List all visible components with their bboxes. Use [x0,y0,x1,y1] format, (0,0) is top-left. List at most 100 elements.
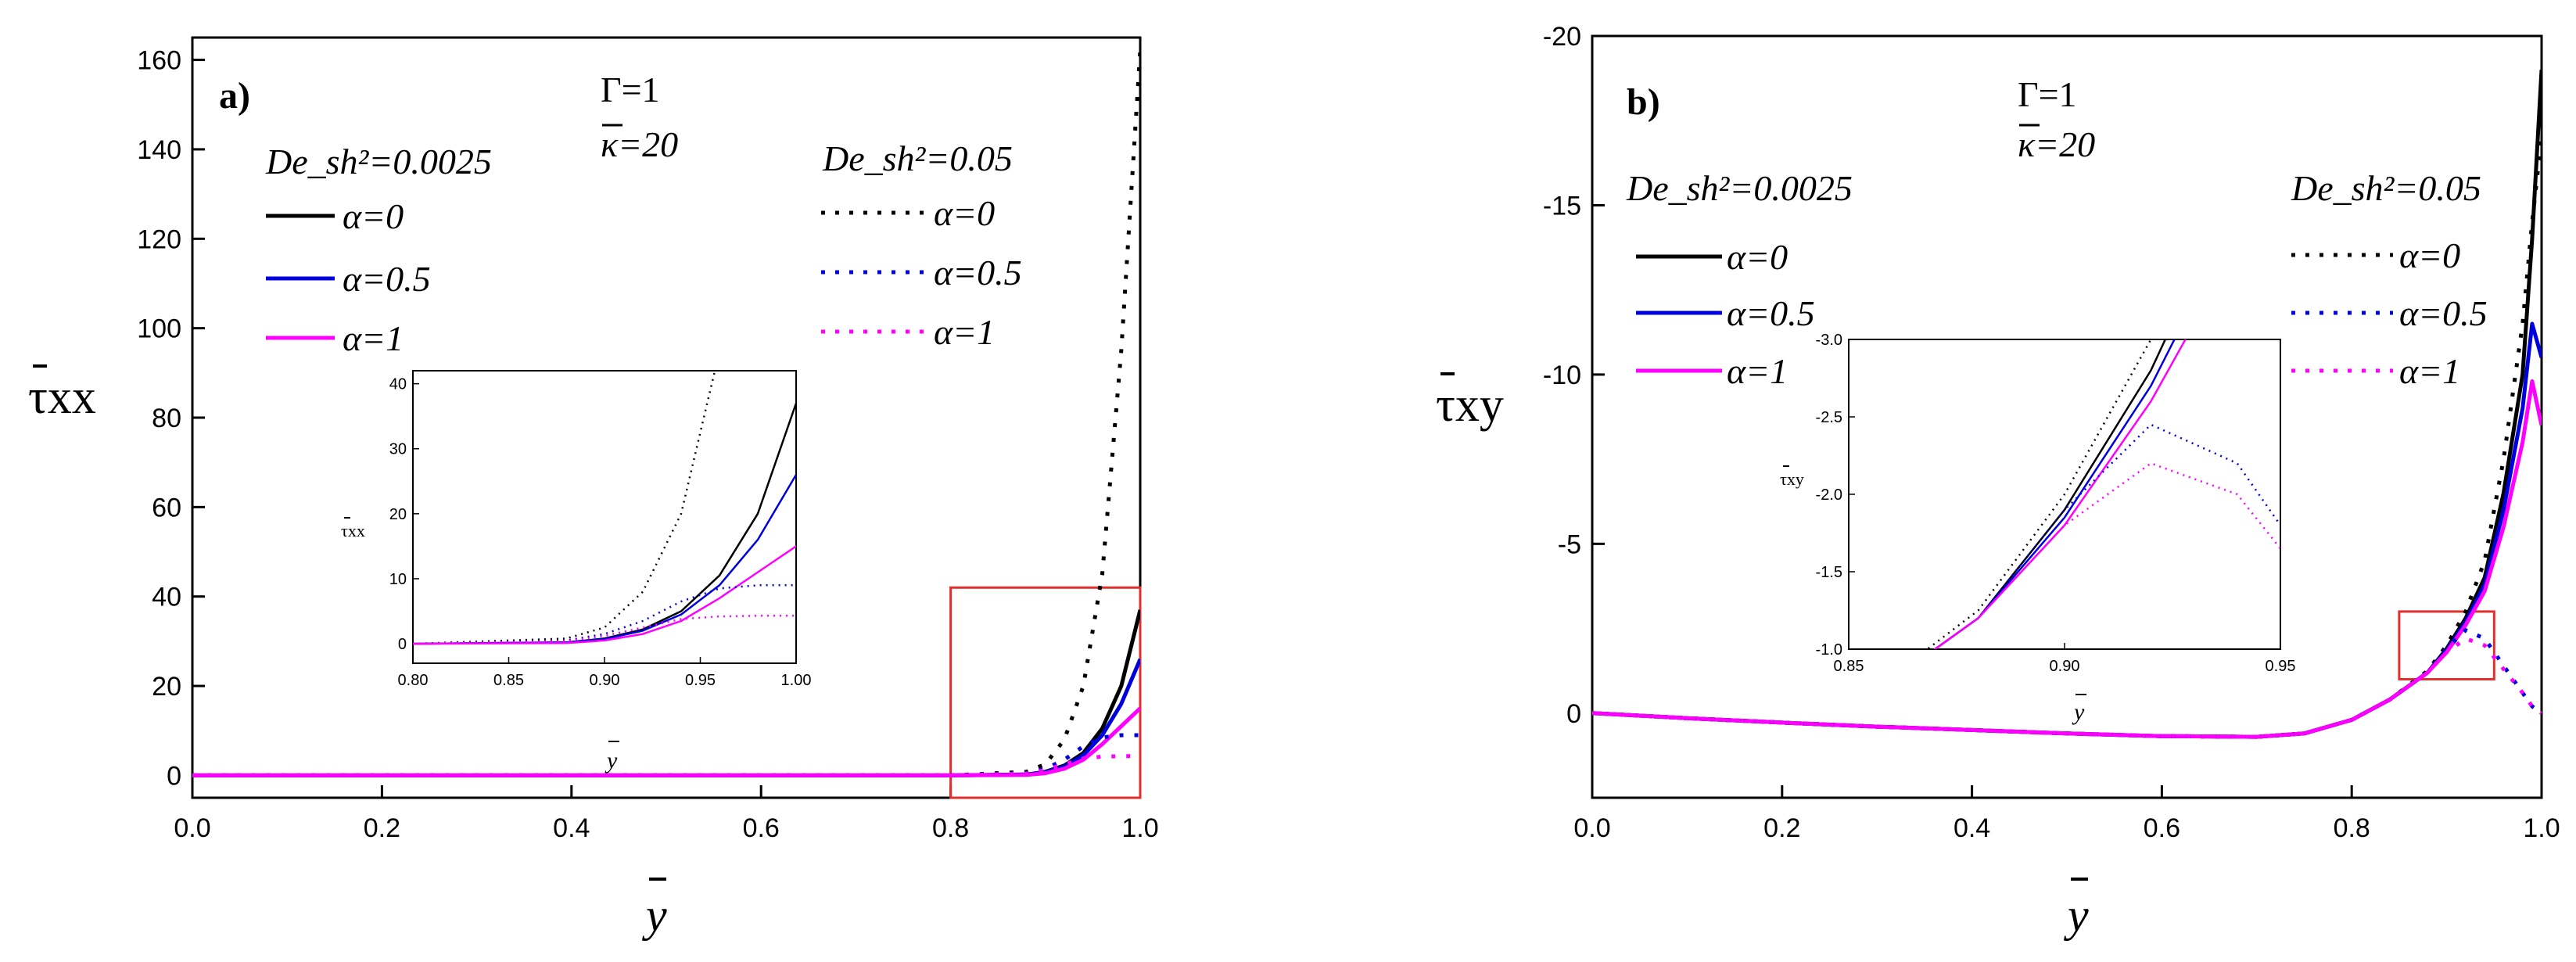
panel-a-inset-y-ticks: 0 10 20 30 40 [389,376,419,653]
legend-b-label-solid-0: α=0 [1727,237,1788,277]
panel-a-inset-x-label: y [605,748,618,774]
panel-b-x-tick-label: 0.2 [1763,813,1800,843]
panel-b-y-ticks: 0 -5 -10 -15 -20 [1543,22,1605,729]
legend-b-label-solid-2: α=1 [1727,351,1788,391]
series-line-2 [192,706,1140,777]
panel-a-legend-title-solid: De_sh²=0.0025 [265,142,492,181]
series-line-5 [192,754,1140,777]
panel-a-inset-y-tick-label: 10 [389,571,407,588]
panel-b-x-tick-label: 0.6 [2144,813,2180,843]
panel-b-gamma-annotation: Γ=1 [2018,74,2077,114]
legend-label-dotted-0: α=0 [934,193,995,233]
panel-a-inset-y-label: τxx [341,521,365,540]
panel-a-inset-x-tick-label: 0.90 [590,672,620,689]
panel-a-zoom-box [949,586,1142,799]
panel-a-x-tick-label: 1.0 [1121,813,1158,843]
panel-b-label: b) [1627,81,1660,123]
panel-a-inset-x-tick-label: 1.00 [781,672,812,689]
panel-a-inset-series [413,371,796,645]
panel-a-inset: 0.80 0.85 0.90 0.95 1.00 0 10 20 30 40 τxx y [341,370,812,774]
panel-b-inset-x-tick-label: 0.95 [2266,658,2296,675]
legend-label-solid-2: α=1 [343,318,404,358]
legend-label-dotted-1: α=0.5 [934,253,1022,293]
panel-a-inset-y-tick-label: 30 [389,441,407,458]
panel-b-series [1592,70,2542,739]
panel-a-y-tick-label: 120 [137,224,181,254]
panel-a-y-tick-label: 140 [137,135,181,165]
panel-b-x-tick-label: 0.0 [1573,813,1610,843]
panel-b: 0.0 0.2 0.4 0.6 0.8 1.0 0 -5 -10 -15 -20 b) Γ=1 κ… [1436,22,2560,941]
legend-b-label-dotted-1: α=0.5 [2399,293,2488,333]
panel-b-inset-x-tick-label: 0.85 [1834,658,1864,675]
panel-a-x-tick-label: 0.6 [743,813,780,843]
panel-b-inset-y-tick-label: -1.0 [1816,641,1842,659]
panel-b-y-tick-label: -10 [1543,361,1581,390]
series-line-3 [192,51,1140,777]
panel-b-zoom-box [2398,610,2495,680]
panel-b-kappa-annotation: κ=20 [2018,124,2095,164]
panel-b-legend-title-solid: De_sh²=0.0025 [1626,168,1853,208]
panel-a-inset-y-tick-label: 0 [398,636,407,653]
panel-b-x-ticks: 0.0 0.2 0.4 0.6 0.8 1.0 [1573,785,2560,843]
panel-b-inset-y-tick-label: -3.0 [1816,332,1842,349]
panel-b-x-tick-label: 1.0 [2523,813,2560,843]
panel-a-inset-x-tick-label: 0.95 [685,672,716,689]
panel-b-inset-y-ticks: -1.0 -1.5 -2.0 -2.5 -3.0 [1816,332,1855,659]
panel-a-x-axis-label: y [641,889,667,941]
series-line-1 [192,658,1140,777]
panel-a-gamma-annotation: Γ=1 [601,70,660,109]
panel-a-kappa-annotation: κ=20 [601,124,678,164]
panel-b-x-tick-label: 0.4 [1954,813,1990,843]
panel-a-y-tick-label: 0 [167,761,181,791]
panel-a-x-tick-label: 0.4 [553,813,590,843]
panel-a-label: a) [219,75,250,117]
legend-label-dotted-2: α=1 [934,312,995,352]
panel-b-y-axis-label: τxy [1436,379,1504,432]
panel-a-y-axis-label: τxx [28,371,96,424]
panel-b-y-tick-label: -15 [1543,191,1581,221]
panel-a-inset-x-ticks: 0.80 0.85 0.90 0.95 1.00 [398,657,812,689]
panel-b-y-tick-label: 0 [1566,699,1581,729]
panel-b-x-tick-label: 0.8 [2334,813,2370,843]
panel-a-series [192,51,1140,777]
panel-b-inset-x-label: y [2072,699,2085,725]
legend-b-label-dotted-2: α=1 [2399,351,2460,391]
panel-b-y-tick-label: -5 [1558,529,1581,559]
panel-a-y-tick-label: 160 [137,46,181,76]
panel-a-y-tick-label: 40 [152,583,181,612]
series-line-2 [413,545,796,645]
panel-a-x-tick-label: 0.0 [174,813,210,843]
panel-b-inset-y-tick-label: -1.5 [1816,564,1842,581]
panel-a-inset-x-tick-label: 0.80 [398,672,429,689]
series-line-5 [413,615,796,645]
panel-a-y-tick-label: 60 [152,493,181,522]
panel-a-inset-y-tick-label: 20 [389,506,407,523]
panel-a-legend-title-dotted: De_sh²=0.05 [822,138,1013,178]
panel-b-x-axis-label: y [2063,889,2089,941]
panel-b-inset-y-tick-label: -2.0 [1816,486,1842,504]
panel-b-legend-title-dotted: De_sh²=0.05 [2291,168,2481,208]
panel-b-y-tick-label: -20 [1543,22,1581,52]
panel-a-y-tick-label: 80 [152,404,181,433]
legend-b-label-solid-1: α=0.5 [1727,293,1815,333]
panel-b-inset-y-label: τxy [1780,469,1804,489]
legend-label-solid-0: α=0 [343,196,404,236]
series-line-5 [1592,637,2542,739]
panel-b-inset: 0.85 0.90 0.95 -1.0 -1.5 -2.0 -2.5 -3.0 τxy y [1780,332,2296,725]
panel-a-inset-y-tick-label: 40 [389,376,407,393]
panel-a-x-tick-label: 0.8 [932,813,969,843]
panel-a-y-tick-label: 20 [152,672,181,702]
panel-a-x-ticks: 0.0 0.2 0.4 0.6 0.8 1.0 [174,785,1159,843]
panel-a-inset-frame [412,370,797,664]
panel-b-inset-y-tick-label: -2.5 [1816,409,1842,426]
series-line-3 [413,371,716,645]
panel-b-inset-x-ticks: 0.85 0.90 0.95 [1834,643,2296,675]
panel-a-x-tick-label: 0.2 [364,813,400,843]
legend-label-solid-1: α=0.5 [343,259,431,299]
panel-a: 0.0 0.2 0.4 0.6 0.8 1.0 020406080100120140160… [28,36,1159,941]
legend-b-label-dotted-0: α=0 [2399,235,2460,275]
series-line-4 [192,733,1140,777]
panel-a-y-tick-label: 100 [137,314,181,344]
panel-b-inset-x-tick-label: 0.90 [2050,658,2080,675]
